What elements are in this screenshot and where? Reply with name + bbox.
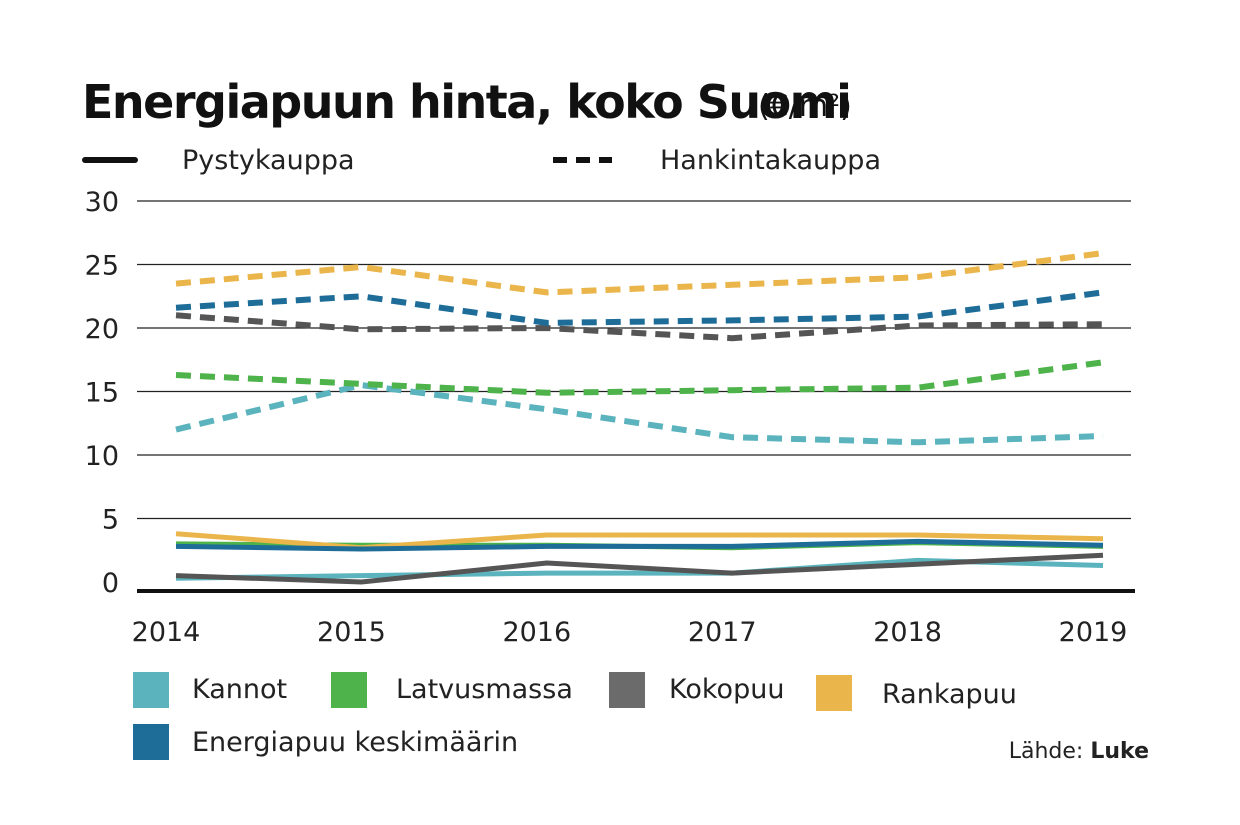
source-label: Lähde: — [1009, 739, 1084, 764]
legend-swatch-4 — [133, 724, 169, 760]
x-tick-label: 2016 — [502, 617, 571, 648]
legend-label: Kannot — [192, 674, 287, 705]
legend-swatch-3 — [816, 675, 852, 711]
legend-swatch-0 — [133, 672, 169, 708]
series-line-kannot-hankintakauppa — [175, 382, 1104, 446]
y-tick-label: 5 — [102, 505, 119, 536]
y-tick-label: 25 — [85, 251, 119, 282]
series-line-rankapuu-pystykauppa — [175, 531, 1104, 551]
x-axis-ticks: 2014 2015 2016 2017 2018 2019 — [132, 617, 1128, 648]
y-tick-label: 30 — [85, 187, 119, 218]
y-tick-label: 0 — [102, 568, 119, 599]
series-line-energiapuu-keskimäärin-hankintakauppa — [175, 289, 1104, 326]
series-line-kokopuu-hankintakauppa — [175, 312, 1104, 342]
x-tick-label: 2019 — [1059, 617, 1128, 648]
legend-swatch-2 — [609, 672, 645, 708]
y-tick-label: 20 — [85, 314, 119, 345]
x-tick-label: 2017 — [688, 617, 757, 648]
series-line-kokopuu-pystykauppa — [175, 552, 1104, 585]
x-tick-label: 2014 — [132, 617, 201, 648]
chart-title: Energiapuun hinta, koko Suomi — [82, 75, 850, 129]
series-line-latvusmassa-hankintakauppa — [175, 359, 1104, 396]
series-lines — [175, 250, 1104, 585]
y-tick-label: 15 — [85, 378, 119, 409]
legend-label: Energiapuu keskimäärin — [192, 727, 518, 758]
series-line-energiapuu-keskimäärin-pystykauppa — [175, 538, 1104, 552]
legend-label: Latvusmassa — [396, 674, 573, 705]
x-tick-label: 2015 — [317, 617, 386, 648]
legend-label: Kokopuu — [669, 674, 784, 705]
legend-pystykauppa: Pystykauppa — [182, 145, 355, 176]
category-legend: Kannot Latvusmassa Kokopuu Rankapuu Energiap… — [133, 672, 1017, 760]
line-style-legend: Pystykauppa Hankintakauppa — [82, 145, 881, 176]
legend-label: Rankapuu — [882, 679, 1017, 710]
legend-swatch-1 — [331, 672, 367, 708]
y-axis-ticks: 0 5 10 15 20 25 30 — [85, 187, 119, 599]
legend-hankintakauppa: Hankintakauppa — [660, 145, 881, 176]
source-name: Luke — [1090, 739, 1149, 764]
y-tick-label: 10 — [85, 441, 119, 472]
source-credit: Lähde: Luke — [1009, 739, 1149, 764]
chart-unit: (€/m²) — [758, 89, 852, 124]
x-tick-label: 2018 — [873, 617, 942, 648]
series-line-rankapuu-hankintakauppa — [175, 250, 1104, 296]
grid-lines — [137, 200, 1131, 520]
